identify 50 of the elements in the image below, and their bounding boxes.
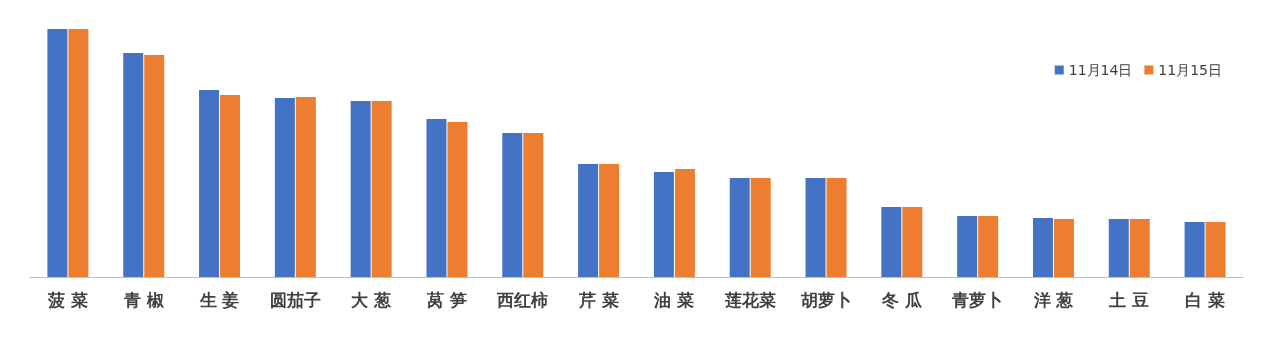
bar xyxy=(447,122,468,277)
bar xyxy=(523,132,544,277)
x-tick-label: 莲花菜 xyxy=(723,289,776,310)
x-tick-label: 圆茄子 xyxy=(269,289,321,310)
bar xyxy=(274,97,295,277)
bar xyxy=(371,100,392,277)
bar xyxy=(350,100,371,277)
x-tick-label: 青 椒 xyxy=(122,289,165,310)
x-tick-label: 冬 瓜 xyxy=(880,289,923,310)
bar xyxy=(805,178,826,277)
x-tick-label: 莴 笋 xyxy=(426,289,467,310)
x-tick-label: 胡萝卜 xyxy=(799,289,852,310)
x-tick-label: 油 菜 xyxy=(653,289,695,310)
bar xyxy=(295,96,316,277)
bar xyxy=(220,94,241,277)
bar xyxy=(881,207,902,277)
bar xyxy=(426,119,447,277)
x-tick-label: 青萝卜 xyxy=(951,289,1004,310)
bar xyxy=(144,55,165,277)
bar xyxy=(578,163,599,277)
bar xyxy=(826,178,847,277)
bar xyxy=(599,163,620,277)
bar xyxy=(750,178,771,277)
x-tick-label: 白 菜 xyxy=(1185,289,1226,310)
bar xyxy=(1205,221,1226,277)
bar xyxy=(957,215,978,277)
legend-label: 11月14日 xyxy=(1068,62,1133,78)
bar xyxy=(199,90,220,277)
bar xyxy=(978,215,999,277)
bar xyxy=(902,207,923,277)
bar xyxy=(1032,217,1053,277)
legend-label: 11月15日 xyxy=(1158,62,1223,78)
bar xyxy=(502,132,523,277)
bar xyxy=(1053,218,1074,277)
bar xyxy=(1108,218,1129,277)
x-tick-label: 生 姜 xyxy=(198,289,240,310)
bar xyxy=(674,169,695,277)
bar xyxy=(47,29,68,277)
bar xyxy=(123,53,144,277)
bar xyxy=(729,178,750,277)
x-tick-label: 西红柿 xyxy=(496,289,549,310)
x-tick-label: 大 葱 xyxy=(351,289,392,310)
x-tick-label: 洋 葱 xyxy=(1032,289,1074,310)
x-tick-label: 菠 菜 xyxy=(46,289,88,310)
bar xyxy=(653,172,674,277)
bar xyxy=(68,29,89,277)
x-tick-label: 芹 菜 xyxy=(577,289,619,310)
bar xyxy=(1129,218,1150,277)
bar xyxy=(1184,221,1205,277)
x-tick-label: 土 豆 xyxy=(1108,289,1150,310)
